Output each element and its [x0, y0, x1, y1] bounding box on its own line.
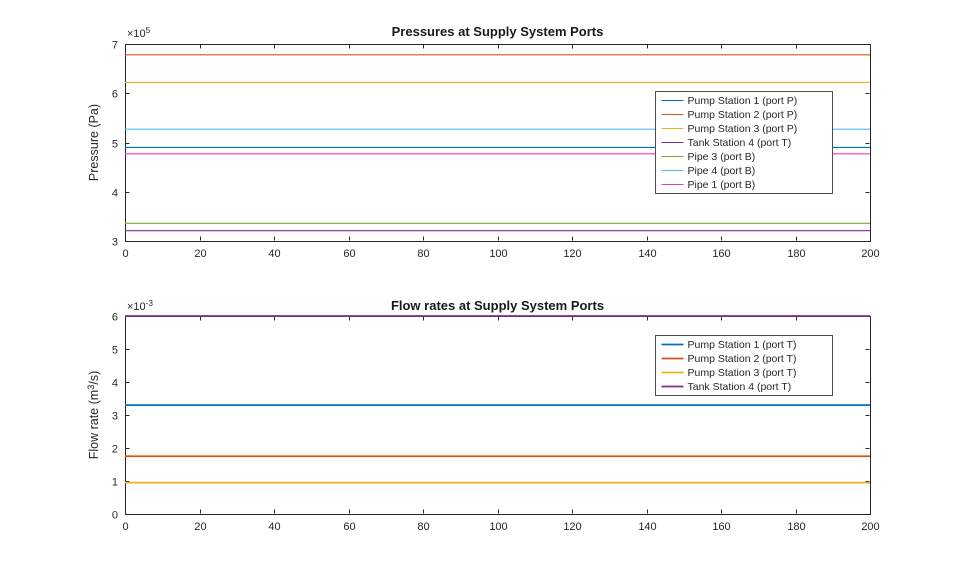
legend-item: Pump Station 3 (port T) [661, 367, 797, 379]
chart-title: Pressures at Supply System Ports [392, 24, 604, 39]
legend-label: Pump Station 1 (port P) [688, 95, 798, 107]
y-tick-label: 2 [112, 444, 118, 456]
y-axis-label: Flow rate (m3/s) [85, 371, 101, 460]
legend-item: Pipe 4 (port B) [661, 165, 756, 177]
y-tick-label: 5 [112, 345, 118, 357]
legend-box [655, 91, 833, 194]
y-tick-label: 6 [112, 89, 118, 101]
y-tick-label: 4 [112, 188, 118, 200]
y-tick-label: 0 [112, 510, 118, 522]
x-tick-label: 160 [712, 521, 730, 533]
x-tick-label: 80 [417, 248, 429, 260]
legend-item: Pump Station 2 (port P) [661, 109, 798, 121]
x-tick-label: 0 [122, 521, 128, 533]
legend-label: Pump Station 3 (port T) [688, 367, 797, 379]
y-axis-multiplier: ×10-3​ [127, 298, 153, 313]
x-tick-label: 40 [268, 521, 280, 533]
x-tick-label: 140 [638, 248, 656, 260]
y-tick-label: 3 [112, 237, 118, 249]
legend-item: Tank Station 4 (port T) [661, 381, 792, 393]
legend-label: Pipe 1 (port B) [688, 179, 756, 191]
y-axis-multiplier: ×105​ [127, 25, 151, 40]
legend-label: Pump Station 2 (port P) [688, 109, 798, 121]
x-tick-label: 20 [194, 248, 206, 260]
legend-item: Pump Station 1 (port P) [661, 95, 798, 107]
y-tick-label: 6 [112, 312, 118, 324]
x-tick-label: 180 [787, 248, 805, 260]
legend-label: Pipe 3 (port B) [688, 151, 756, 163]
x-tick-label: 80 [417, 521, 429, 533]
legend-item: Pump Station 2 (port T) [661, 353, 797, 365]
x-tick-label: 160 [712, 248, 730, 260]
legend-label: Pump Station 1 (port T) [688, 339, 797, 351]
y-tick-label: 5 [112, 139, 118, 151]
x-tick-label: 180 [787, 521, 805, 533]
pressures-plot: 0 20 40 60 80 100 120 140 160 180 200 3 4 5 6 7 Pressure… [87, 24, 880, 260]
legend-label: Pipe 4 (port B) [688, 165, 756, 177]
y-axis-label: Pressure (Pa) [87, 104, 101, 181]
legend: Pump Station 1 (port T) Pump Station 2 (p… [655, 335, 833, 396]
x-tick-label: 20 [194, 521, 206, 533]
x-tick-label: 0 [122, 248, 128, 260]
legend-label: Tank Station 4 (port T) [688, 381, 792, 393]
legend-box [655, 335, 833, 396]
x-tick-label: 120 [563, 521, 581, 533]
x-tick-label: 100 [489, 521, 507, 533]
legend-item: Tank Station 4 (port T) [661, 137, 792, 149]
legend-label: Pump Station 2 (port T) [688, 353, 797, 365]
y-tick-label: 7 [112, 40, 118, 52]
x-tick-label: 60 [343, 521, 355, 533]
x-tick-label: 140 [638, 521, 656, 533]
legend-item: Pipe 3 (port B) [661, 151, 756, 163]
legend-item: Pump Station 3 (port P) [661, 123, 798, 135]
x-tick-label: 200 [861, 521, 879, 533]
x-tick-label: 200 [861, 248, 879, 260]
chart-title: Flow rates at Supply System Ports [391, 298, 604, 313]
y-tick-label: 3 [112, 411, 118, 423]
legend-label: Tank Station 4 (port T) [688, 137, 792, 149]
x-tick-label: 120 [563, 248, 581, 260]
x-tick-label: 100 [489, 248, 507, 260]
legend: Pump Station 1 (port P) Pump Station 2 (p… [655, 91, 833, 194]
legend-item: Pump Station 1 (port T) [661, 339, 797, 351]
y-tick-label: 4 [112, 378, 118, 390]
x-tick-label: 40 [268, 248, 280, 260]
x-tick-label: 60 [343, 248, 355, 260]
y-tick-label: 1 [112, 477, 118, 489]
flow-rates-plot: 0 20 40 60 80 100 120 140 160 180 200 0 1 2 3 4 5 6 Flow r… [85, 298, 880, 533]
legend-label: Pump Station 3 (port P) [688, 123, 798, 135]
legend-item: Pipe 1 (port B) [661, 179, 756, 191]
